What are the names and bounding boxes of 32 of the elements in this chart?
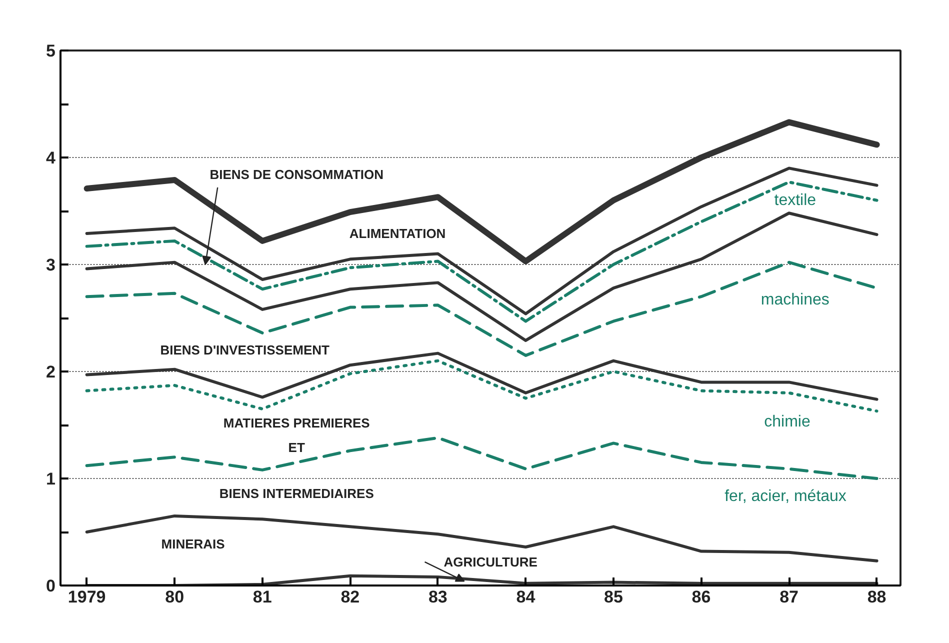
x-tick-label: 84: [516, 588, 536, 606]
x-tick-label: 81: [252, 588, 272, 606]
y-tick-label: 2: [46, 362, 56, 382]
x-tick-label: 1979: [68, 588, 106, 606]
y-tick-label: 5: [46, 42, 56, 60]
line-series: [85, 212, 878, 342]
annotation: BIENS D'INVESTISSEMENT: [160, 342, 330, 358]
line-series: [85, 436, 878, 480]
x-tick-label: 80: [165, 588, 184, 606]
annotation: textile: [774, 192, 816, 209]
annotation: MATIERES PREMIERES: [223, 415, 370, 430]
annotation: MINERAIS: [161, 536, 226, 552]
x-tick-label: 88: [867, 588, 886, 606]
annotation: ALIMENTATION: [349, 226, 446, 241]
x-tick-label: 86: [692, 588, 711, 606]
annotation: ET: [288, 440, 305, 455]
x-tick-label: 83: [428, 588, 448, 606]
line-series: [85, 574, 878, 586]
y-tick-label: 3: [46, 256, 56, 274]
x-tick-label: 87: [780, 588, 798, 606]
x-tick-label: 85: [604, 588, 623, 606]
y-tick-label: 0: [46, 576, 56, 596]
annotation: BIENS INTERMEDIAIRES: [219, 486, 374, 501]
line-series: [85, 359, 878, 413]
annotation: fer, acier, métaux: [724, 488, 846, 506]
annotation: AGRICULTURE: [444, 554, 538, 570]
annotation: BIENS DE CONSOMMATION: [210, 167, 384, 182]
annotation: chimie: [764, 413, 810, 430]
annotation: machines: [760, 291, 830, 308]
y-tick-label: 4: [46, 148, 56, 168]
x-tick-label: 82: [340, 588, 360, 606]
y-tick-label: 1: [46, 470, 56, 488]
